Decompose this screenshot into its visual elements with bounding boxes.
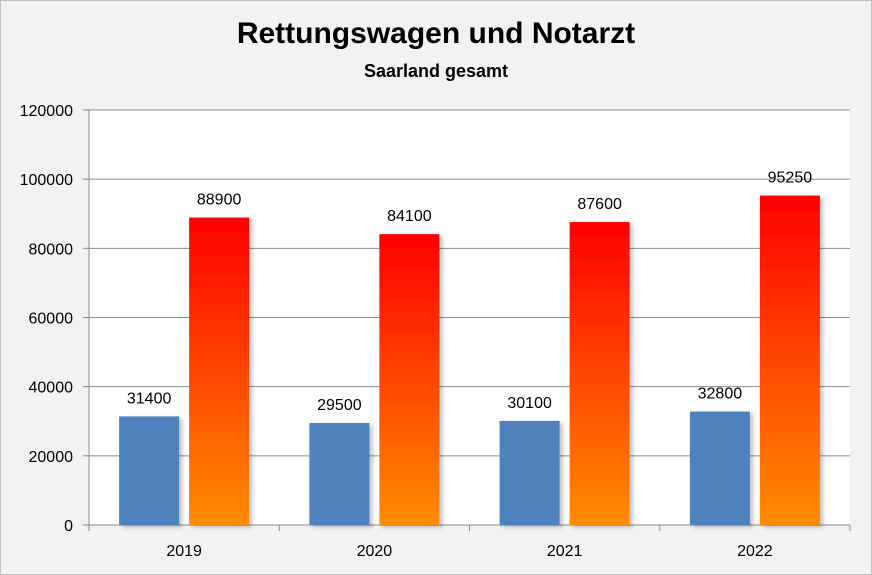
bar-series-2 (759, 195, 820, 525)
data-label: 29500 (317, 397, 362, 414)
bar-series-1 (119, 416, 180, 525)
x-tick-label: 2020 (357, 543, 393, 560)
data-label: 30100 (507, 395, 552, 412)
bar-series-2 (379, 234, 440, 525)
bar-series-1 (499, 420, 560, 525)
bar-series-1 (309, 422, 370, 525)
data-label: 84100 (387, 208, 432, 225)
chart-subtitle: Saarland gesamt (363, 61, 509, 81)
x-tick-label: 2019 (166, 543, 202, 560)
labels: 0 20000 40000 60000 80000 100000 120000 2019 314… (20, 103, 813, 560)
data-label: 88900 (197, 192, 242, 209)
data-label: 87600 (577, 196, 622, 213)
x-tick-label: 2021 (547, 543, 583, 560)
bar-series-1 (689, 411, 750, 525)
y-tick-label: 80000 (29, 241, 74, 258)
data-label: 31400 (127, 390, 172, 407)
data-label: 32800 (698, 386, 743, 403)
data-label: 95250 (768, 170, 813, 187)
bar-series-2 (189, 217, 250, 525)
x-tick-label: 2022 (737, 543, 773, 560)
y-tick-label: 0 (64, 518, 73, 535)
bar-series-2 (569, 222, 630, 526)
y-tick-label: 120000 (20, 103, 73, 120)
y-tick-label: 60000 (29, 311, 74, 328)
y-tick-label: 40000 (29, 380, 74, 397)
bars (119, 195, 820, 526)
chart-title: Rettungswagen und Notarzt (236, 17, 636, 50)
y-tick-label: 20000 (29, 449, 74, 466)
y-tick-label: 100000 (20, 172, 73, 189)
